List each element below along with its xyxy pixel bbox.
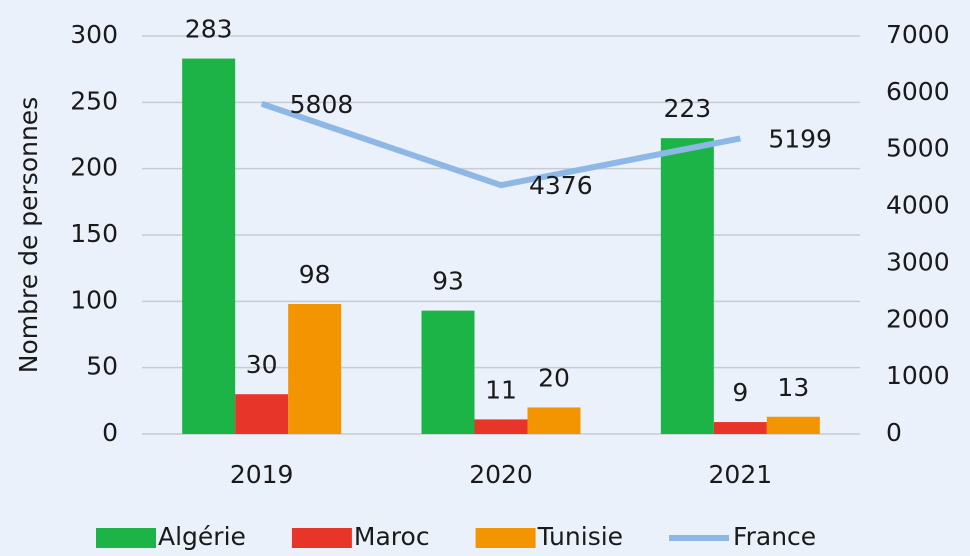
legend-swatch bbox=[96, 528, 156, 548]
data-label: 283 bbox=[185, 15, 233, 44]
line-label: 5808 bbox=[290, 90, 354, 119]
data-label: 11 bbox=[485, 375, 517, 404]
y-tick-label: 50 bbox=[86, 352, 118, 381]
y2-tick-label: 2000 bbox=[886, 304, 950, 333]
bar bbox=[766, 416, 820, 434]
y2-tick-label: 4000 bbox=[886, 191, 950, 220]
legend-swatch bbox=[475, 528, 536, 548]
data-label: 20 bbox=[538, 363, 570, 392]
legend-swatch bbox=[291, 528, 352, 548]
y2-tick-label: 3000 bbox=[886, 247, 950, 276]
bar bbox=[421, 310, 475, 434]
data-label: 9 bbox=[732, 378, 748, 407]
line-label: 4376 bbox=[529, 171, 593, 200]
x-tick-label: 2019 bbox=[230, 460, 294, 489]
bar bbox=[474, 419, 528, 434]
x-tick-label: 2020 bbox=[469, 460, 533, 489]
data-label: 98 bbox=[299, 260, 331, 289]
data-label: 30 bbox=[246, 350, 278, 379]
y-tick-label: 0 bbox=[102, 418, 118, 447]
line-label: 5199 bbox=[768, 124, 832, 153]
y-tick-label: 200 bbox=[70, 153, 118, 182]
y2-tick-label: 0 bbox=[886, 418, 902, 447]
data-label: 223 bbox=[663, 94, 711, 123]
y-tick-label: 250 bbox=[70, 86, 118, 115]
legend-label: Tunisie bbox=[537, 522, 623, 551]
bar bbox=[288, 303, 342, 434]
legend-label: Algérie bbox=[158, 522, 246, 551]
y-tick-label: 100 bbox=[70, 285, 118, 314]
y-tick-label: 150 bbox=[70, 219, 118, 248]
bar bbox=[713, 422, 767, 434]
x-tick-label: 2021 bbox=[709, 460, 773, 489]
bar bbox=[527, 407, 581, 434]
bar bbox=[660, 138, 714, 435]
bar bbox=[182, 58, 236, 434]
y-axis-title: Nombre de personnes bbox=[14, 97, 43, 373]
data-label: 13 bbox=[777, 373, 809, 402]
data-label: 93 bbox=[432, 267, 464, 296]
y-tick-label: 300 bbox=[70, 20, 118, 49]
y2-tick-label: 6000 bbox=[886, 77, 950, 106]
y2-tick-label: 5000 bbox=[886, 134, 950, 163]
bar bbox=[235, 394, 289, 434]
y2-tick-label: 1000 bbox=[886, 361, 950, 390]
y2-tick-label: 7000 bbox=[886, 20, 950, 49]
legend-label: France bbox=[733, 522, 816, 551]
line bbox=[260, 100, 741, 189]
legend-label: Maroc bbox=[354, 522, 430, 551]
